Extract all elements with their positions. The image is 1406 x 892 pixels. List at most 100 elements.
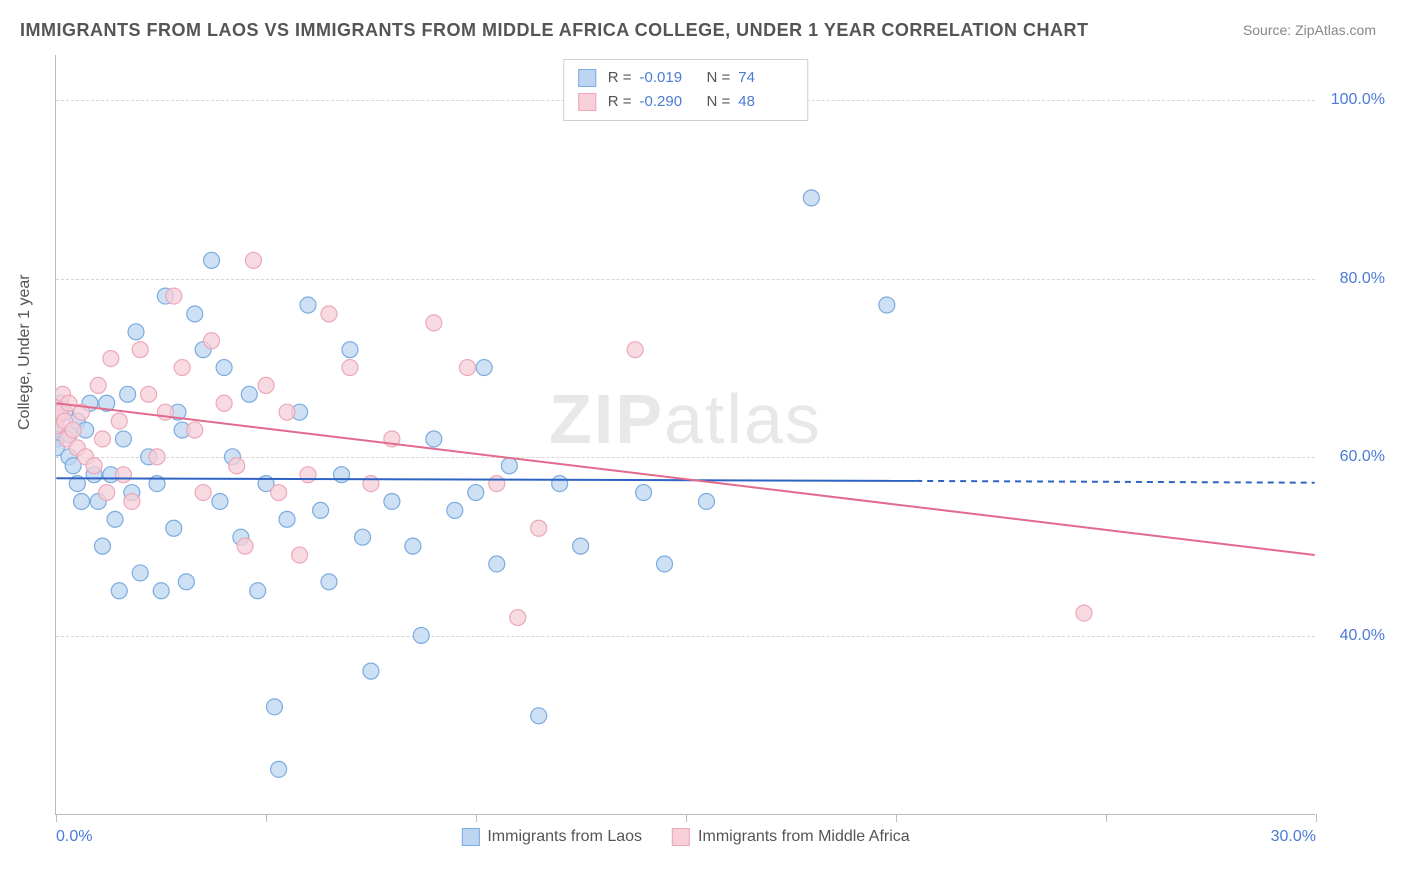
data-point [552, 476, 568, 492]
data-point [94, 431, 110, 447]
y-tick-label: 80.0% [1340, 270, 1385, 288]
data-point [321, 574, 337, 590]
data-point [1076, 605, 1092, 621]
data-point [74, 493, 90, 509]
source-label: Source: ZipAtlas.com [1243, 22, 1376, 38]
n-value-2: 48 [738, 90, 793, 114]
data-point [216, 360, 232, 376]
y-tick-label: 40.0% [1340, 627, 1385, 645]
swatch-series-1 [578, 69, 596, 87]
data-point [115, 431, 131, 447]
data-point [195, 485, 211, 501]
data-point [531, 708, 547, 724]
chart-container: IMMIGRANTS FROM LAOS VS IMMIGRANTS FROM … [0, 0, 1406, 892]
regression-line [56, 478, 916, 481]
data-point [204, 333, 220, 349]
n-label: N = [707, 90, 731, 114]
data-point [501, 458, 517, 474]
data-point [573, 538, 589, 554]
legend-item-1: Immigrants from Laos [461, 828, 642, 846]
data-point [141, 386, 157, 402]
data-point [334, 467, 350, 483]
data-point [489, 476, 505, 492]
data-point [636, 485, 652, 501]
data-point [204, 252, 220, 268]
data-point [241, 386, 257, 402]
data-point [271, 761, 287, 777]
data-point [149, 449, 165, 465]
data-point [237, 538, 253, 554]
data-point [879, 297, 895, 313]
r-label: R = [608, 66, 632, 90]
data-point [245, 252, 261, 268]
plot-area: ZIPatlas R = -0.019 N = 74 R = -0.290 N … [55, 55, 1315, 815]
data-point [489, 556, 505, 572]
data-point [115, 467, 131, 483]
data-point [300, 297, 316, 313]
legend-item-2: Immigrants from Middle Africa [672, 828, 910, 846]
data-point [174, 360, 190, 376]
data-point [405, 538, 421, 554]
data-point [363, 663, 379, 679]
swatch-series-2 [672, 828, 690, 846]
n-label: N = [707, 66, 731, 90]
data-point [313, 502, 329, 518]
y-axis-label: College, Under 1 year [16, 274, 34, 430]
data-point [510, 610, 526, 626]
data-point [531, 520, 547, 536]
data-point [153, 583, 169, 599]
data-point [657, 556, 673, 572]
correlation-legend: R = -0.019 N = 74 R = -0.290 N = 48 [563, 59, 809, 121]
data-point [413, 627, 429, 643]
y-tick-label: 100.0% [1331, 91, 1385, 109]
data-point [128, 324, 144, 340]
n-value-1: 74 [738, 66, 793, 90]
data-point [363, 476, 379, 492]
data-point [459, 360, 475, 376]
data-point [65, 422, 81, 438]
data-point [212, 493, 228, 509]
data-point [476, 360, 492, 376]
data-point [132, 565, 148, 581]
r-value-2: -0.290 [640, 90, 695, 114]
data-point [342, 342, 358, 358]
y-tick-label: 60.0% [1340, 448, 1385, 466]
r-value-1: -0.019 [640, 66, 695, 90]
data-point [124, 493, 140, 509]
data-point [250, 583, 266, 599]
data-point [258, 377, 274, 393]
data-point [94, 538, 110, 554]
series-1-name: Immigrants from Laos [487, 828, 642, 846]
data-point [187, 306, 203, 322]
x-tick-label: 0.0% [56, 828, 92, 846]
data-point [279, 511, 295, 527]
data-point [166, 520, 182, 536]
data-point [216, 395, 232, 411]
x-tick-label: 30.0% [1271, 828, 1316, 846]
data-point [111, 413, 127, 429]
swatch-series-2 [578, 93, 596, 111]
data-point [468, 485, 484, 501]
data-point [229, 458, 245, 474]
data-point [300, 467, 316, 483]
chart-title: IMMIGRANTS FROM LAOS VS IMMIGRANTS FROM … [20, 20, 1088, 41]
data-point [342, 360, 358, 376]
data-point [90, 377, 106, 393]
data-point [86, 458, 102, 474]
data-point [321, 306, 337, 322]
data-point [292, 547, 308, 563]
data-point [271, 485, 287, 501]
data-point [132, 342, 148, 358]
data-point [426, 315, 442, 331]
swatch-series-1 [461, 828, 479, 846]
data-point [355, 529, 371, 545]
data-point [426, 431, 442, 447]
series-2-name: Immigrants from Middle Africa [698, 828, 910, 846]
data-point [279, 404, 295, 420]
data-point [698, 493, 714, 509]
chart-svg [56, 55, 1315, 814]
data-point [187, 422, 203, 438]
data-point [384, 493, 400, 509]
series-legend: Immigrants from Laos Immigrants from Mid… [461, 828, 909, 846]
data-point [99, 485, 115, 501]
